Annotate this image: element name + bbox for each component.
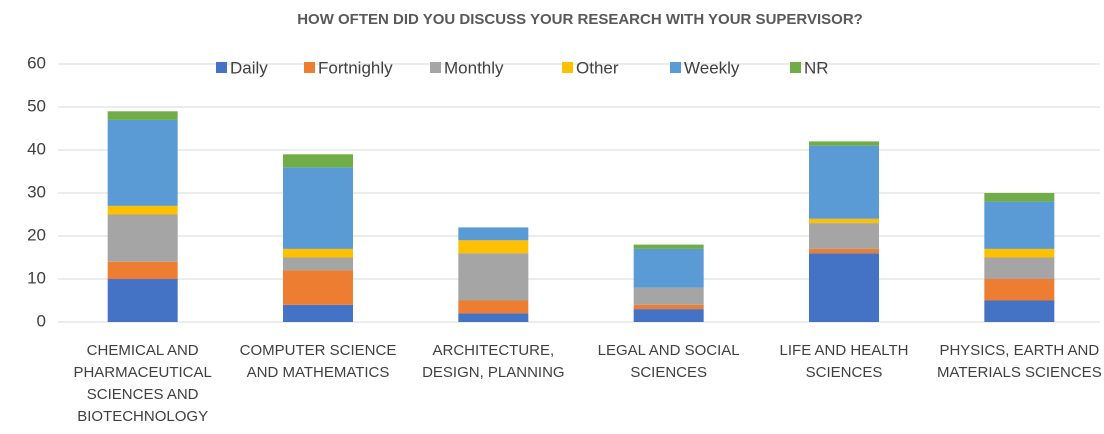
bar-segment xyxy=(107,111,178,120)
bar-segment xyxy=(458,240,529,254)
bar-segment xyxy=(283,257,353,271)
bar-segment xyxy=(984,257,1055,279)
legend-swatch xyxy=(304,62,315,73)
legend-swatch xyxy=(790,62,801,73)
legend-swatch xyxy=(670,62,681,73)
bar-segment xyxy=(283,304,353,322)
bar-segment xyxy=(458,227,529,241)
chart-title: HOW OFTEN DID YOU DISCUSS YOUR RESEARCH … xyxy=(297,11,863,28)
bar-segment xyxy=(283,248,353,258)
legend-label: Fortnighly xyxy=(318,58,393,77)
y-tick-label: 20 xyxy=(27,225,46,244)
bar-segment xyxy=(107,205,178,215)
bar-segment xyxy=(107,279,178,322)
bar-segment xyxy=(984,201,1055,249)
y-tick-label: 0 xyxy=(37,311,46,330)
bar-segment xyxy=(458,313,529,322)
x-tick-label: LEGAL AND SOCIAL SCIENCES xyxy=(597,342,740,381)
bar-segment xyxy=(283,167,353,249)
bar-segment xyxy=(809,145,879,219)
bar-segment xyxy=(809,253,879,322)
bar-segment xyxy=(633,244,704,249)
legend-label: Weekly xyxy=(684,58,740,77)
x-tick-label: LIFE AND HEALTH SCIENCES xyxy=(779,342,909,381)
bar-segment xyxy=(458,253,529,301)
bar-segment xyxy=(984,248,1055,258)
bar-segment xyxy=(458,300,529,314)
x-tick-label: ARCHITECTURE, DESIGN, PLANNING xyxy=(422,342,565,381)
bar-segment xyxy=(633,248,704,288)
bar-segment xyxy=(809,223,879,249)
x-tick-label: COMPUTER SCIENCE AND MATHEMATICS xyxy=(239,342,397,381)
legend-label: Other xyxy=(576,58,619,77)
bar-segment xyxy=(633,309,704,322)
x-tick-label: CHEMICAL AND PHARMACEUTICAL SCIENCES AND… xyxy=(73,342,212,425)
legend-swatch xyxy=(430,62,441,73)
y-tick-label: 40 xyxy=(27,139,46,158)
bar-segment xyxy=(107,261,178,279)
y-tick-label: 30 xyxy=(27,182,46,201)
bar-segment xyxy=(984,300,1055,322)
legend-label: Monthly xyxy=(444,58,504,77)
bar-segment xyxy=(809,218,879,224)
legend-swatch xyxy=(562,62,573,73)
x-tick-label: PHYSICS, EARTH AND MATERIALS SCIENCES xyxy=(936,342,1102,381)
y-tick-label: 10 xyxy=(27,268,46,287)
bar-segment xyxy=(809,141,879,146)
bar-segment xyxy=(809,248,879,254)
bar-segment xyxy=(107,119,178,206)
bar-segment xyxy=(984,279,1055,301)
bar-segment xyxy=(107,214,178,262)
legend-swatch xyxy=(216,62,227,73)
bar-segment xyxy=(283,270,353,305)
bar-segment xyxy=(633,287,704,305)
bar-segment xyxy=(984,193,1055,202)
y-tick-label: 50 xyxy=(27,96,46,115)
y-tick-label: 60 xyxy=(27,53,46,72)
bar-segment xyxy=(283,154,353,168)
legend-label: NR xyxy=(804,58,829,77)
legend-label: Daily xyxy=(230,58,268,77)
bar-segment xyxy=(633,304,704,310)
